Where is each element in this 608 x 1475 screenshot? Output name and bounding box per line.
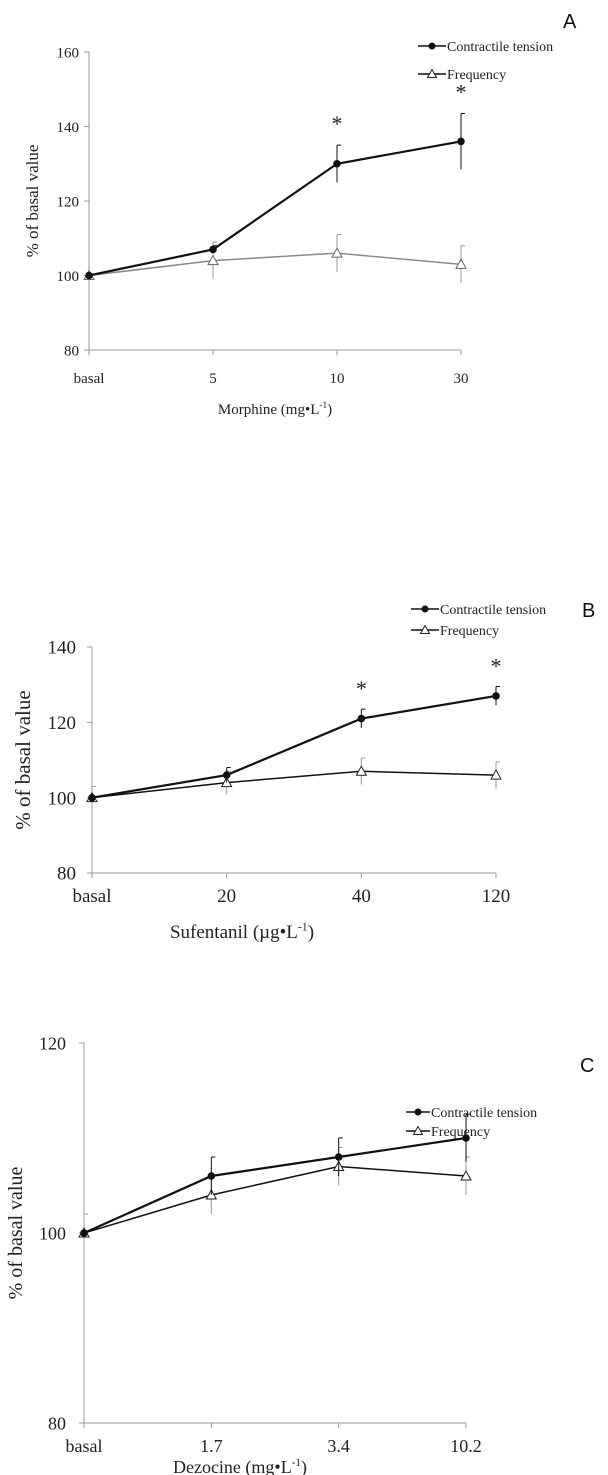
series-line bbox=[91, 770, 497, 799]
x-tick-label: 30 bbox=[454, 371, 469, 387]
x-tick-label: 10 bbox=[330, 371, 345, 387]
x-tick-label: 5 bbox=[209, 371, 217, 387]
series-line bbox=[83, 1136, 467, 1235]
series-line bbox=[88, 252, 462, 277]
data-point-triangle bbox=[490, 769, 502, 780]
legend-marker-triangle bbox=[419, 624, 431, 634]
panel-label: C bbox=[580, 1055, 594, 1077]
x-axis-title-end: ) bbox=[327, 402, 332, 418]
x-tick-label: 120 bbox=[482, 886, 511, 907]
series-line bbox=[91, 694, 497, 799]
legend: Contractile tension Frequency bbox=[406, 1106, 537, 1140]
data-point-circle bbox=[222, 771, 231, 779]
legend-label: Frequency bbox=[431, 1125, 490, 1140]
x-axis-title-sup: -1 bbox=[319, 401, 327, 411]
series-frequency bbox=[86, 757, 502, 809]
y-tick-label: 120 bbox=[39, 1033, 66, 1053]
data-point-circle bbox=[357, 714, 366, 723]
x-tick-label: 10.2 bbox=[450, 1436, 482, 1456]
x-axis-title: Sufentanil (µg•L-1) bbox=[170, 920, 314, 943]
significance-marker: * bbox=[456, 79, 467, 104]
y-tick-label: 100 bbox=[39, 1223, 66, 1243]
series-frequency bbox=[83, 234, 467, 283]
data-point-triangle bbox=[207, 254, 219, 266]
data-point-circle bbox=[209, 245, 217, 254]
data-point-triangle bbox=[460, 1169, 472, 1181]
legend-label: Contractile tension bbox=[447, 40, 553, 55]
significance-marker: * bbox=[491, 654, 502, 679]
x-axis-title-main: Sufentanil (µg•L bbox=[170, 922, 298, 943]
y-tick-label: 140 bbox=[48, 638, 77, 659]
x-tick-label: basal bbox=[72, 886, 111, 907]
data-point-circle bbox=[85, 271, 93, 280]
legend-marker-circle bbox=[428, 42, 436, 50]
x-axis-title: Dezocine (mg•L-1) bbox=[173, 1457, 307, 1475]
x-tick-label: basal bbox=[74, 371, 105, 387]
series-line bbox=[83, 1165, 467, 1234]
y-axis-title: % of basal value bbox=[23, 145, 42, 258]
panel-label: A bbox=[563, 11, 577, 33]
legend-label: Frequency bbox=[447, 68, 506, 83]
y-tick-label: 120 bbox=[57, 194, 80, 210]
data-point-circle bbox=[334, 1153, 343, 1161]
x-axis-title-end: ) bbox=[308, 922, 314, 943]
data-point-triangle bbox=[331, 247, 343, 258]
series-contractile-tension bbox=[80, 1113, 470, 1237]
chart-panel-A: A 80 100 120 140 160 basal 5 10 30 Morphine (mg•L-… bbox=[23, 11, 577, 418]
panel-label: B bbox=[582, 600, 595, 622]
legend: Contractile tension Frequency bbox=[411, 603, 546, 639]
x-tick-label: 1.7 bbox=[200, 1436, 223, 1456]
y-axis-title: % of basal value bbox=[5, 1167, 27, 1300]
data-point-circle bbox=[492, 692, 500, 700]
y-tick-label: 100 bbox=[57, 269, 80, 285]
legend-label: Frequency bbox=[440, 624, 499, 639]
series-frequency bbox=[78, 1147, 472, 1252]
legend-label: Contractile tension bbox=[440, 603, 546, 618]
y-tick-label: 100 bbox=[48, 788, 77, 809]
legend-marker-triangle bbox=[426, 68, 438, 78]
x-axis-title-sup: -1 bbox=[298, 920, 308, 933]
chart-panel-C: C 80 100 120 basal 1.7 3.4 10.2 Dezocine (mg•L-1… bbox=[5, 1033, 594, 1475]
data-point-circle bbox=[80, 1229, 88, 1237]
x-axis-title: Morphine (mg•L-1) bbox=[218, 401, 332, 418]
y-tick-label: 80 bbox=[64, 343, 79, 359]
data-point-circle bbox=[88, 793, 96, 802]
x-axis-title-sup: -1 bbox=[292, 1457, 301, 1469]
data-point-circle bbox=[207, 1172, 216, 1180]
chart-panel-B: B 80 100 120 140 basal 20 40 120 Sufentanil (µg•L… bbox=[11, 600, 595, 943]
series-line bbox=[88, 140, 462, 277]
x-tick-label: 3.4 bbox=[327, 1436, 350, 1456]
significance-marker: * bbox=[332, 111, 343, 136]
data-point-triangle bbox=[455, 258, 467, 269]
series-contractile-tension bbox=[85, 112, 465, 280]
significance-marker: * bbox=[356, 676, 367, 701]
y-tick-label: 160 bbox=[57, 45, 80, 61]
y-tick-label: 80 bbox=[48, 1413, 66, 1433]
x-tick-label: basal bbox=[66, 1436, 103, 1456]
x-axis-title-end: ) bbox=[301, 1457, 307, 1475]
data-point-circle bbox=[462, 1134, 470, 1142]
legend-marker-circle bbox=[414, 1108, 422, 1116]
x-tick-label: 20 bbox=[217, 886, 236, 907]
legend: Contractile tension Frequency bbox=[418, 40, 553, 83]
x-axis-title-main: Morphine (mg•L bbox=[218, 402, 319, 418]
legend-label: Contractile tension bbox=[431, 1106, 537, 1121]
x-tick-label: 40 bbox=[352, 886, 371, 907]
data-point-triangle bbox=[355, 765, 368, 776]
y-tick-label: 80 bbox=[57, 864, 76, 885]
x-axis-title-main: Dezocine (mg•L bbox=[173, 1457, 292, 1475]
series-contractile-tension bbox=[88, 686, 500, 802]
y-axis-title: % of basal value bbox=[11, 690, 35, 829]
data-point-circle bbox=[457, 137, 465, 146]
y-tick-label: 120 bbox=[48, 713, 77, 734]
legend-marker-triangle bbox=[412, 1125, 424, 1135]
data-point-circle bbox=[333, 159, 341, 168]
legend-marker-circle bbox=[421, 605, 429, 613]
y-tick-label: 140 bbox=[57, 120, 80, 136]
